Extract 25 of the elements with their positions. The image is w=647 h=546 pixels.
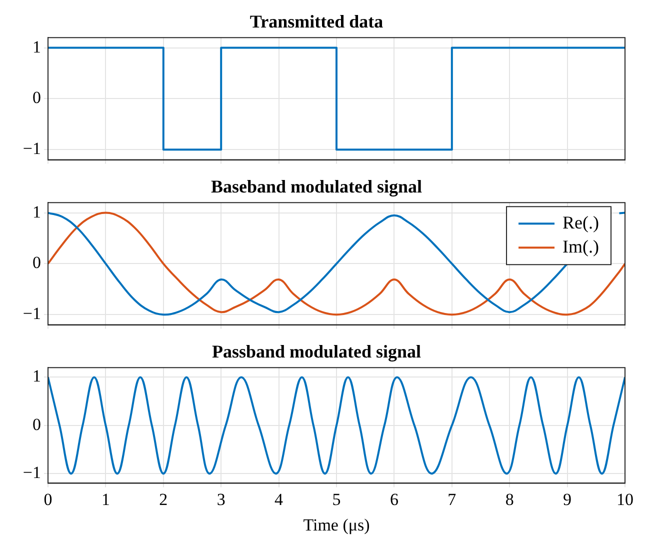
- x-tick-label: 10: [616, 490, 634, 509]
- y-tick-label: 1: [32, 366, 41, 386]
- x-tick-label: 3: [216, 490, 226, 509]
- y-tick-label: −1: [22, 463, 41, 482]
- x-tick-label: 9: [563, 490, 572, 509]
- legend-label: Re(.): [562, 212, 600, 232]
- chart-title: Baseband modulated signal: [210, 176, 422, 196]
- chart-title: Passband modulated signal: [212, 341, 422, 362]
- y-tick-label: 1: [32, 37, 41, 56]
- y-tick-label: 0: [32, 88, 41, 108]
- y-tick-label: −1: [22, 304, 41, 324]
- y-tick-label: −1: [22, 139, 41, 158]
- y-tick-label: 1: [32, 202, 41, 222]
- y-tick-label: 0: [32, 414, 41, 434]
- x-tick-label: 4: [274, 490, 284, 509]
- legend-label: Im(.): [562, 236, 600, 256]
- x-tick-label: 1: [101, 490, 110, 509]
- chart-title: Transmitted data: [250, 11, 384, 32]
- x-tick-label: 5: [332, 490, 341, 509]
- x-tick-label: 7: [448, 490, 457, 509]
- y-tick-label: 0: [32, 253, 41, 272]
- x-tick-label: 6: [390, 490, 398, 509]
- x-tick-label: 8: [505, 490, 514, 509]
- x-axis-title: Time (μs): [303, 515, 370, 534]
- x-tick-label: 2: [159, 490, 168, 509]
